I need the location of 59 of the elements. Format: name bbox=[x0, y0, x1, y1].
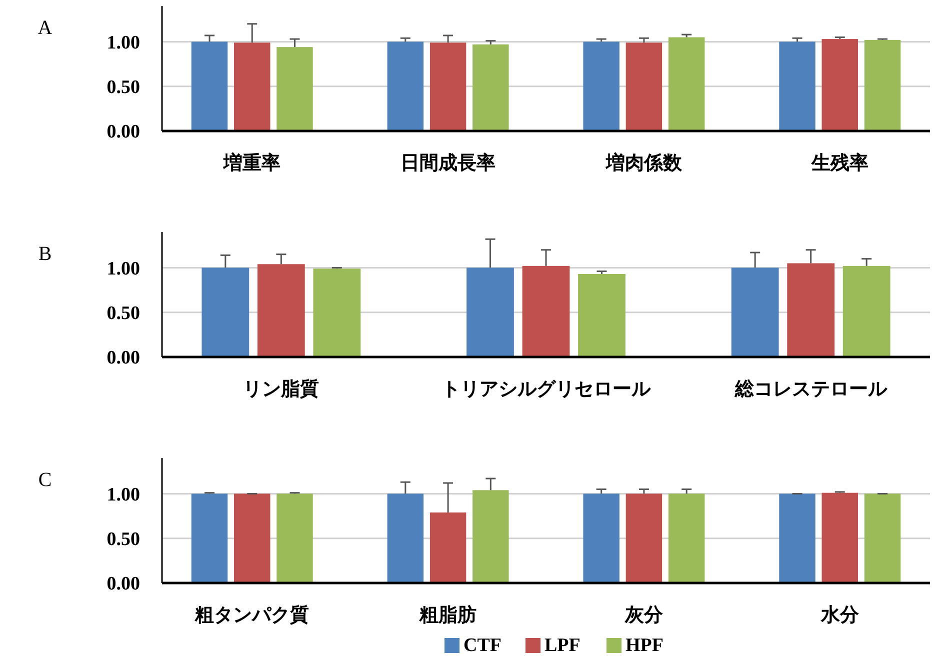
x-tick-label: 総コレステロール bbox=[734, 379, 888, 400]
bar bbox=[257, 264, 305, 357]
bar bbox=[234, 494, 270, 583]
x-tick-label: リン脂質 bbox=[243, 378, 320, 400]
bar bbox=[430, 42, 466, 131]
bar bbox=[234, 42, 270, 131]
text: B bbox=[38, 243, 52, 265]
bar bbox=[313, 268, 361, 357]
legend-label: CTF bbox=[464, 635, 502, 656]
text: C bbox=[38, 469, 52, 491]
bar bbox=[430, 512, 466, 583]
x-tick-label: 灰分 bbox=[624, 605, 664, 626]
bar bbox=[472, 44, 509, 131]
bar bbox=[864, 40, 901, 131]
bar bbox=[822, 39, 858, 131]
x-tick-label: 粗タンパク質 bbox=[194, 604, 310, 626]
x-tick-label: トリアシルグリセロール bbox=[442, 379, 652, 400]
bar bbox=[779, 494, 816, 583]
bar bbox=[842, 266, 890, 357]
bar bbox=[276, 47, 313, 131]
bar bbox=[731, 268, 779, 357]
bar bbox=[191, 494, 228, 583]
bar bbox=[668, 37, 705, 131]
y-tick-label: 0.50 bbox=[106, 303, 140, 324]
x-tick-label: 水分 bbox=[820, 604, 860, 626]
y-tick-label: 1.00 bbox=[106, 32, 140, 54]
bar bbox=[822, 492, 858, 583]
bar bbox=[466, 268, 514, 357]
bar bbox=[202, 268, 250, 357]
bar bbox=[864, 494, 901, 583]
bar bbox=[779, 42, 816, 131]
y-tick-label: 0.50 bbox=[106, 529, 140, 550]
y-tick-label: 0.00 bbox=[106, 122, 140, 143]
y-tick-label: 1.00 bbox=[106, 258, 140, 280]
bar bbox=[578, 274, 626, 357]
bar bbox=[387, 494, 424, 583]
bar bbox=[626, 42, 662, 131]
x-tick-label: 粗脂肪 bbox=[418, 604, 477, 626]
x-tick-label: 増重率 bbox=[222, 152, 281, 174]
x-tick-label: 生残率 bbox=[810, 152, 868, 174]
y-tick-label: 0.00 bbox=[106, 348, 140, 369]
bar bbox=[387, 42, 424, 131]
bar bbox=[583, 42, 620, 131]
y-tick-label: 1.00 bbox=[106, 484, 140, 506]
legend-label: LPF bbox=[544, 635, 580, 656]
legend-label: HPF bbox=[626, 635, 664, 656]
bar bbox=[522, 266, 570, 357]
bar bbox=[626, 494, 662, 583]
text: A bbox=[38, 17, 53, 39]
bar bbox=[276, 494, 313, 583]
bar bbox=[191, 42, 228, 131]
bar bbox=[472, 490, 509, 583]
y-tick-label: 0.50 bbox=[106, 77, 140, 98]
x-tick-label: 増肉係数 bbox=[604, 152, 683, 174]
bar bbox=[583, 494, 620, 583]
y-tick-label: 0.00 bbox=[106, 574, 140, 595]
bar bbox=[668, 494, 705, 583]
x-tick-label: 日間成長率 bbox=[400, 152, 496, 174]
bar bbox=[787, 263, 835, 357]
